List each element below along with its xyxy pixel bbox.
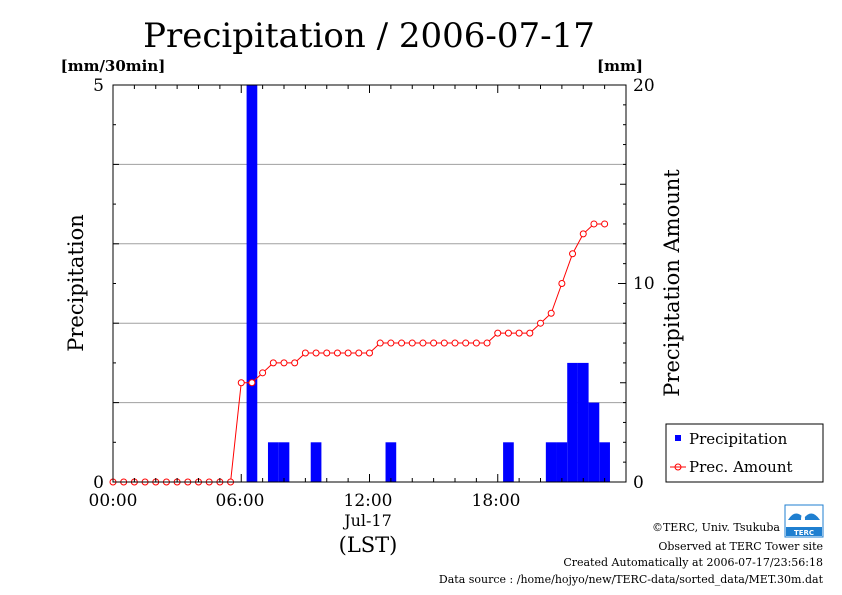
prec-amount-point bbox=[537, 319, 544, 327]
credit-copyright: ©TERC, Univ. Tsukuba bbox=[652, 521, 780, 534]
prec-amount-point bbox=[515, 329, 523, 337]
precipitation-bars bbox=[246, 85, 610, 482]
credit-source: Data source : /home/hojyo/new/TERC-data/… bbox=[439, 573, 824, 586]
precipitation-bar bbox=[278, 442, 290, 482]
right-y-axis-label: Precipitation Amount bbox=[660, 169, 684, 397]
credit-observed: Observed at TERC Tower site bbox=[658, 540, 823, 553]
prec-amount-point bbox=[333, 349, 341, 357]
prec-amount-point bbox=[494, 329, 502, 337]
legend-swatch-marker bbox=[674, 463, 682, 471]
prec-amount-point bbox=[398, 339, 406, 347]
prec-amount-point bbox=[483, 339, 491, 347]
terc-logo: TERC bbox=[784, 504, 824, 538]
legend-label-precipitation: Precipitation bbox=[689, 430, 788, 448]
logo-text: TERC bbox=[794, 529, 814, 537]
precipitation-bar bbox=[385, 442, 397, 482]
prec-amount-point bbox=[366, 349, 373, 357]
legend-box bbox=[665, 423, 824, 483]
prec-amount-point bbox=[590, 220, 598, 228]
prec-amount-point bbox=[451, 339, 459, 347]
xtick-label-0600: 06:00 bbox=[216, 491, 265, 511]
xtick-label-0000: 00:00 bbox=[89, 491, 138, 511]
plot-frame bbox=[112, 84, 627, 483]
precipitation-bar bbox=[556, 442, 568, 482]
prec-amount-point bbox=[355, 349, 363, 357]
precipitation-bar bbox=[503, 442, 514, 482]
prec-amount-point bbox=[376, 339, 384, 347]
legend-label-prec-amount: Prec. Amount bbox=[689, 458, 793, 476]
legend-swatch-precipitation bbox=[675, 435, 681, 441]
x-axis-label: (LST) bbox=[339, 533, 398, 557]
prec-amount-point bbox=[558, 280, 566, 287]
prec-amount-point bbox=[344, 349, 352, 357]
left-ytick-label-5: 5 bbox=[93, 76, 104, 96]
prec-amount-point bbox=[280, 359, 288, 367]
prec-amount-point bbox=[408, 339, 416, 347]
precipitation-bar bbox=[567, 362, 578, 482]
left-y-unit: [mm/30min] bbox=[61, 57, 166, 75]
left-ytick-label-0: 0 bbox=[93, 473, 104, 493]
prec-amount-point bbox=[323, 349, 331, 357]
prec-amount-point bbox=[472, 339, 480, 347]
prec-amount-point bbox=[387, 339, 395, 347]
xtick-label-1800: 18:00 bbox=[472, 491, 521, 511]
prec-amount-point bbox=[312, 349, 320, 357]
right-ytick-label-0: 0 bbox=[633, 473, 644, 493]
precipitation-bar bbox=[588, 402, 600, 482]
prec-amount-point bbox=[547, 309, 555, 317]
prec-amount-series bbox=[109, 220, 609, 486]
precipitation-bar bbox=[545, 442, 557, 482]
precipitation-bar bbox=[246, 85, 258, 482]
prec-amount-point bbox=[440, 339, 448, 347]
precipitation-bar bbox=[267, 442, 279, 482]
right-ytick-label-20: 20 bbox=[633, 76, 655, 96]
chart-title: Precipitation / 2006-07-17 bbox=[143, 16, 595, 56]
right-y-unit: [mm] bbox=[597, 57, 643, 75]
precipitation-bar bbox=[577, 362, 589, 482]
prec-amount-point bbox=[504, 329, 512, 337]
credit-created: Created Automatically at 2006-07-17/23:5… bbox=[563, 556, 823, 569]
xtick-label-1200: 12:00 bbox=[344, 491, 393, 511]
prec-amount-point bbox=[419, 339, 427, 347]
prec-amount-point bbox=[259, 369, 267, 377]
prec-amount-point bbox=[462, 339, 470, 347]
prec-amount-point bbox=[569, 250, 577, 258]
prec-amount-point bbox=[430, 339, 438, 347]
axis-ticks bbox=[112, 84, 627, 483]
left-y-axis-label: Precipitation bbox=[64, 214, 88, 352]
prec-amount-point bbox=[269, 359, 277, 367]
prec-amount-point bbox=[601, 220, 609, 228]
prec-amount-point bbox=[248, 379, 256, 387]
prec-amount-point bbox=[237, 379, 245, 387]
right-ytick-label-10: 10 bbox=[633, 274, 655, 294]
x-date-label: Jul-17 bbox=[342, 511, 392, 530]
prec-amount-point bbox=[526, 329, 534, 337]
prec-amount-point bbox=[291, 359, 299, 367]
precipitation-bar bbox=[310, 442, 322, 482]
legend: Precipitation Prec. Amount bbox=[665, 423, 824, 483]
prec-amount-point bbox=[301, 349, 309, 357]
prec-amount-point bbox=[579, 230, 587, 238]
precipitation-bar bbox=[599, 442, 610, 482]
grid-lines bbox=[113, 163, 626, 404]
